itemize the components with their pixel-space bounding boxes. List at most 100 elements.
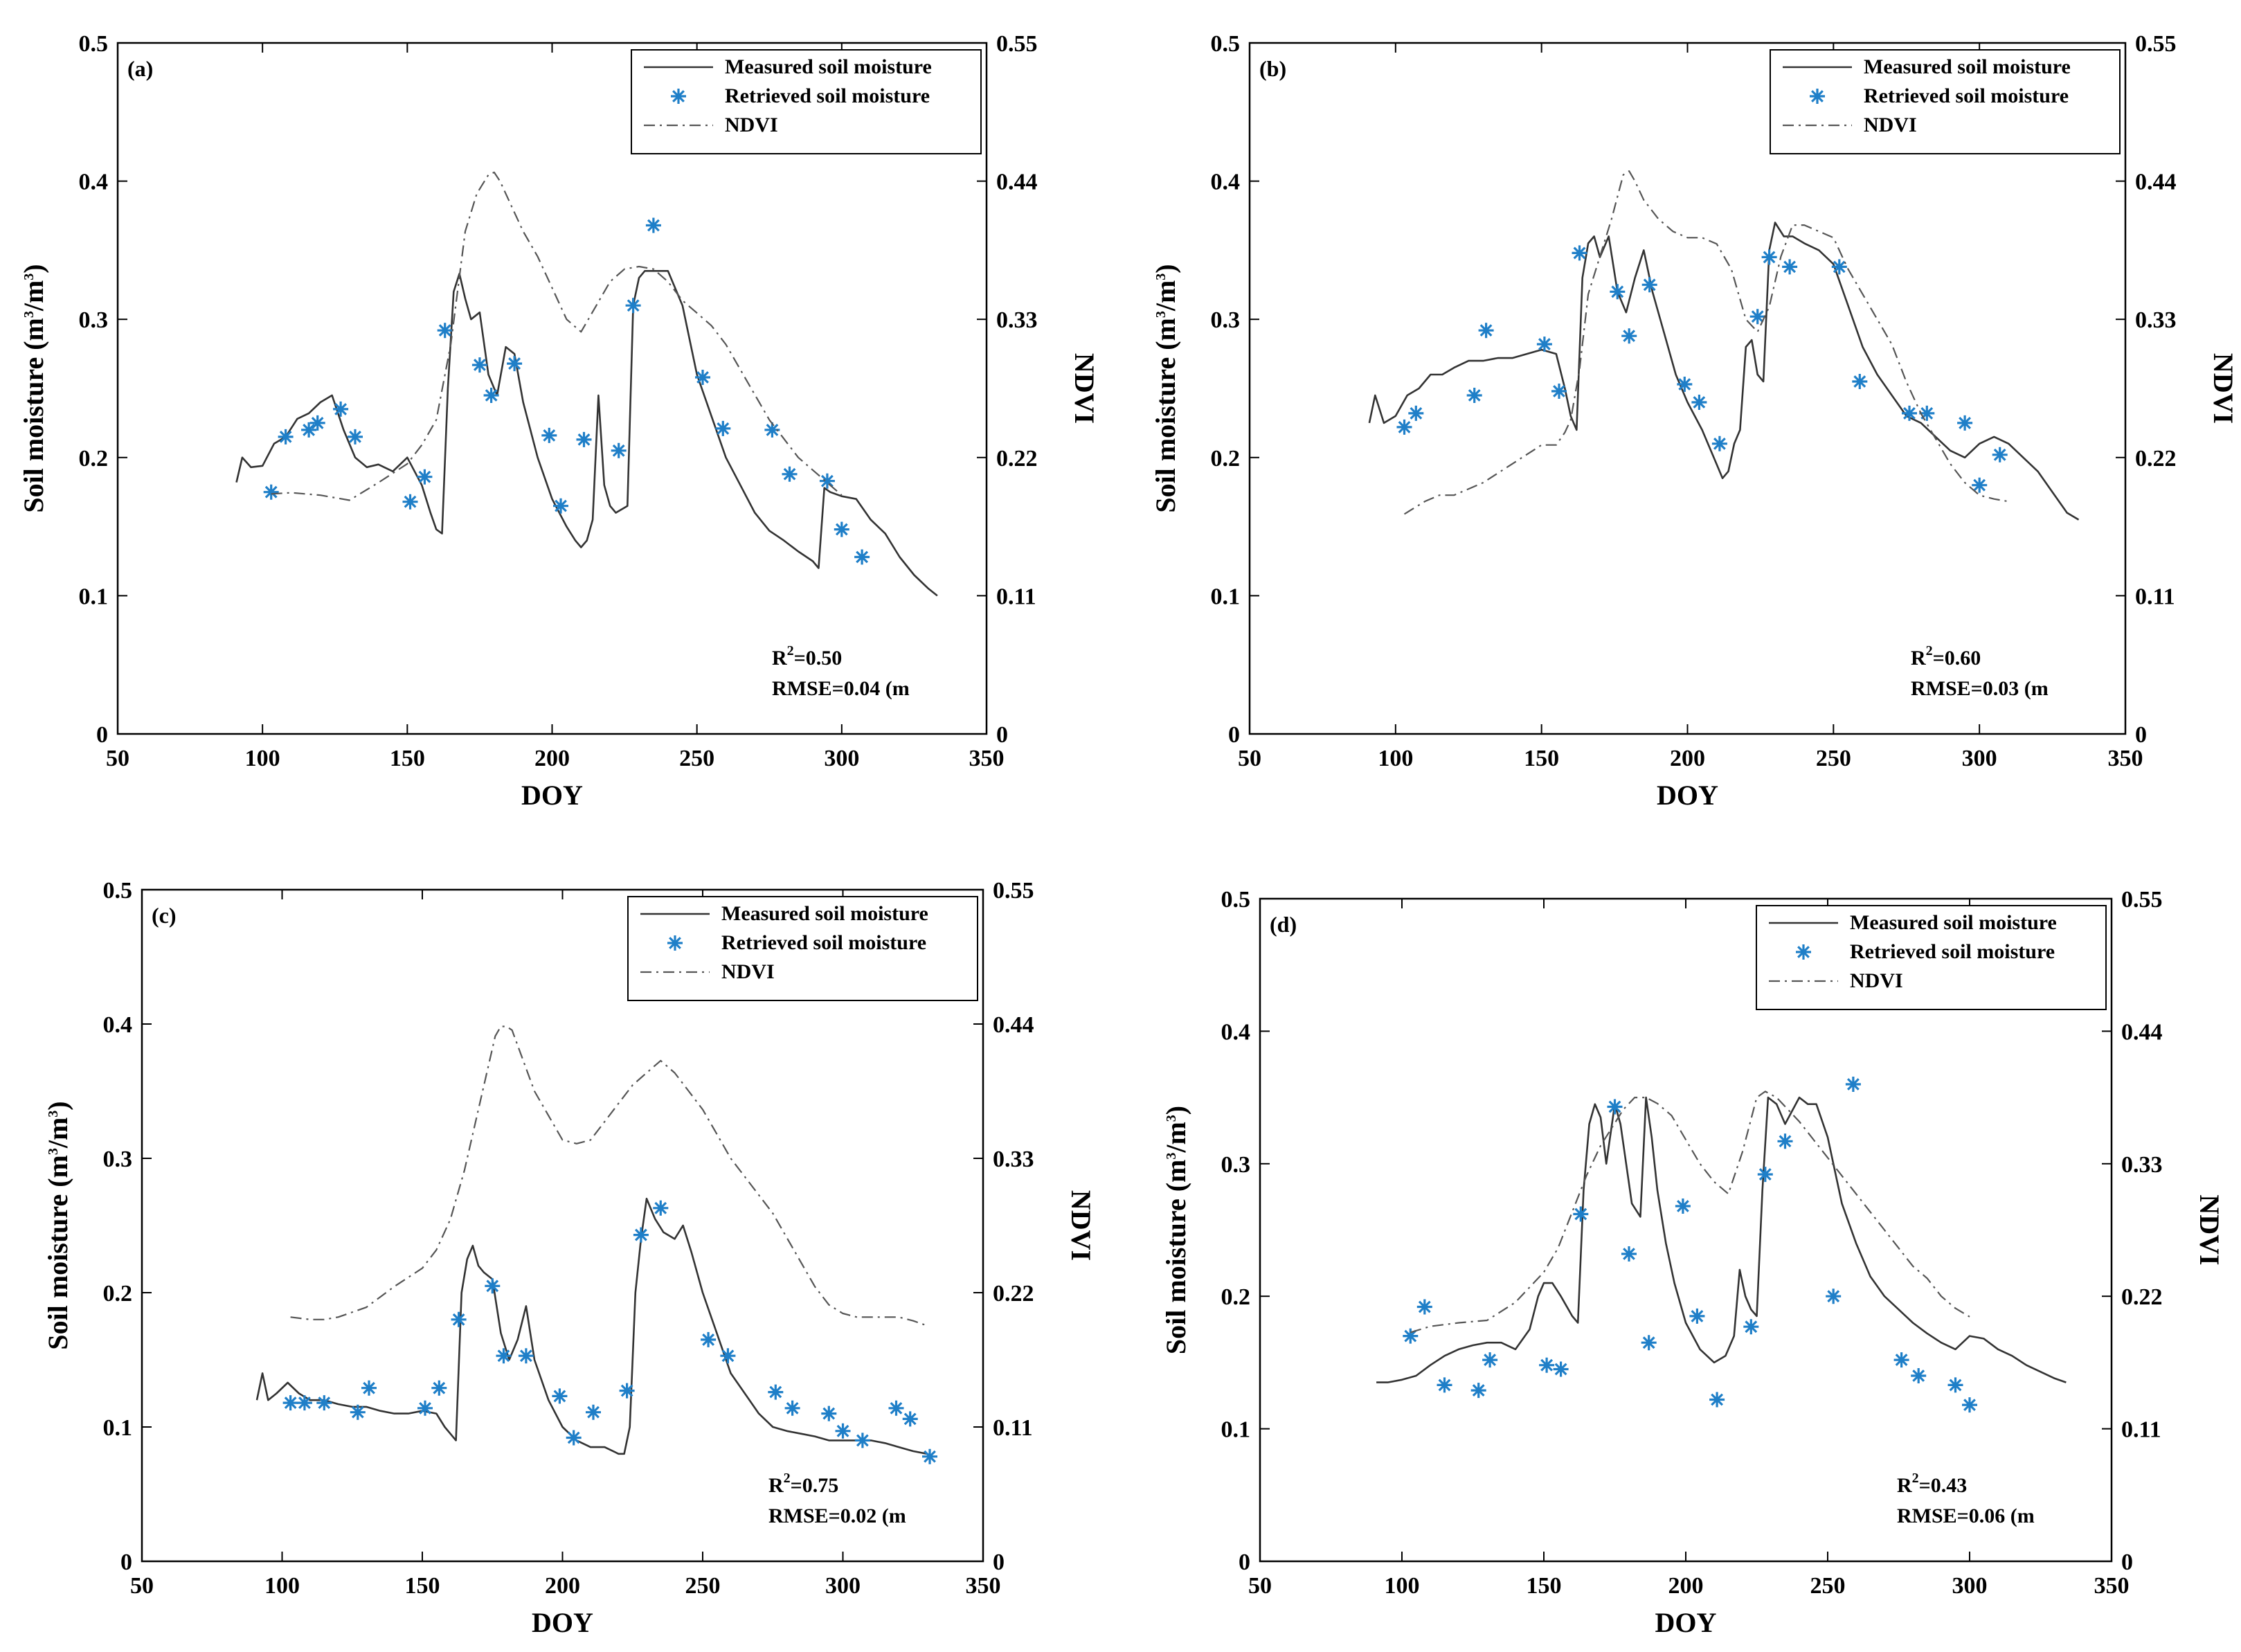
retrieved-point: [1641, 277, 1657, 293]
r2-annotation-pre: R: [1911, 647, 1926, 670]
x-tick-label: 150: [405, 1573, 440, 1599]
y-axis-label: Soil moisture (m3/m3): [1150, 264, 1181, 512]
retrieved-point: [653, 1200, 669, 1216]
y-tick-label: 0.5: [79, 31, 109, 57]
x-tick-label: 100: [264, 1573, 300, 1599]
y-axis-label-sup2: 3: [1164, 1115, 1179, 1122]
y-tick-label: 0.5: [103, 878, 133, 904]
y2-axis-label: NDVI: [1065, 1190, 1097, 1261]
ndvi-line: [271, 171, 843, 501]
retrieved-point: [1675, 1198, 1691, 1214]
legend: Measured soil moisture Retrieved soil moi…: [627, 896, 978, 1001]
panel-label: (c): [152, 903, 177, 928]
retrieved-point: [483, 388, 499, 403]
y-axis-label-end: ): [18, 264, 49, 273]
x-tick-label: 200: [545, 1573, 580, 1599]
panel-4: 50 100 150 200 250 300 35000.10.20.30.40.500.1…: [1160, 887, 2225, 1638]
y-tick-label: 0: [1239, 1550, 1250, 1575]
legend-retrieved-swatch: [667, 935, 683, 951]
retrieved-point: [485, 1278, 501, 1294]
retrieved-point: [1408, 405, 1424, 421]
x-tick-label: 250: [1816, 746, 1851, 771]
retrieved-point: [1482, 1352, 1498, 1368]
r2-annotation-sup: 2: [1926, 643, 1933, 658]
r2-annotation-post: =0.60: [1933, 647, 1981, 670]
retrieved-point: [1845, 1077, 1861, 1092]
y-tick-label: 0.3: [79, 307, 109, 333]
y2-tick-label: 0.33: [996, 307, 1038, 333]
legend-retrieved-label: Retrieved soil moisture: [721, 931, 926, 954]
retrieved-point: [348, 429, 363, 445]
retrieved-point: [1551, 384, 1567, 399]
retrieved-point: [1621, 1246, 1637, 1262]
retrieved-point: [619, 1383, 635, 1399]
y2-axis-label: NDVI: [1069, 353, 1100, 424]
legend-retrieved-label: Retrieved soil moisture: [1864, 84, 2069, 107]
r2-annotation: R2=0.60: [1911, 643, 1981, 670]
retrieved-point: [1553, 1361, 1569, 1377]
retrieved-point: [633, 1227, 649, 1243]
x-tick-label: 350: [969, 746, 1005, 771]
retrieved-point: [1470, 1383, 1486, 1399]
retrieved-point: [586, 1404, 601, 1420]
y-tick-label: 0.4: [79, 170, 109, 195]
retrieved-point: [282, 1395, 298, 1411]
rmse-annotation-pre: RMSE=0.06 (m: [1897, 1505, 2035, 1527]
retrieved-point: [431, 1380, 447, 1396]
y-tick-label: 0.5: [1211, 31, 1241, 57]
y-tick-label: 0: [120, 1550, 132, 1575]
panel-3: 50 100 150 200 250 300 35000.10.20.30.40.500.1…: [42, 878, 1097, 1638]
y2-tick-label: 0: [2135, 722, 2147, 748]
y2-tick-label: 0.55: [2135, 31, 2177, 57]
y-tick-label: 0.1: [103, 1415, 133, 1441]
retrieved-point: [263, 484, 279, 500]
rmse-annotation: RMSE=0.06 (m: [1897, 1505, 2035, 1527]
y2-tick-label: 0: [993, 1550, 1005, 1575]
retrieved-point: [1947, 1377, 1963, 1393]
x-tick-label: 50: [130, 1573, 154, 1599]
rmse-annotation: RMSE=0.04 (m: [772, 677, 910, 700]
y2-tick-label: 0.55: [2121, 887, 2163, 913]
panel-2: 50 100 150 200 250 300 35000.10.20.30.40.500.1…: [1150, 31, 2239, 811]
retrieved-point: [1478, 323, 1494, 339]
retrieved-point: [701, 1331, 717, 1347]
measured-line: [1368, 222, 2080, 521]
retrieved-point: [1711, 436, 1727, 451]
x-tick-label: 200: [534, 746, 570, 771]
r2-annotation: R2=0.50: [772, 643, 842, 670]
x-tick-label: 350: [2094, 1573, 2130, 1599]
retrieved-point: [764, 422, 780, 438]
panel-1: 50 100 150 200 250 300 35000.10.20.30.40.500.1…: [18, 31, 1100, 811]
r2-annotation-sup: 2: [787, 643, 794, 658]
retrieved-point: [835, 1423, 851, 1439]
retrieved-point: [1992, 447, 2008, 463]
retrieved-point: [695, 370, 710, 385]
retrieved-point: [1396, 419, 1412, 435]
x-tick-label: 100: [245, 746, 280, 771]
retrieved-point: [902, 1411, 918, 1427]
retrieved-point: [625, 298, 641, 314]
x-tick-label: 50: [1248, 1573, 1272, 1599]
r2-annotation-post: =0.43: [1919, 1474, 1968, 1497]
y2-tick-label: 0.11: [2135, 584, 2175, 609]
legend-measured-label: Measured soil moisture: [725, 55, 932, 78]
rmse-annotation-pre: RMSE=0.02 (m: [768, 1505, 906, 1527]
retrieved-point: [1852, 374, 1868, 389]
y-axis-label-end: ): [42, 1101, 73, 1110]
x-tick-label: 150: [1524, 746, 1559, 771]
legend-retrieved-swatch: [1796, 944, 1811, 960]
y2-tick-label: 0.11: [996, 584, 1036, 609]
y2-tick-label: 0.44: [2121, 1019, 2163, 1045]
retrieved-point: [1691, 395, 1707, 410]
retrieved-point: [552, 1388, 568, 1404]
x-tick-label: 200: [1668, 1573, 1704, 1599]
retrieved-point: [854, 1433, 870, 1448]
y-axis-label-end: ): [1160, 1106, 1191, 1115]
ndvi-line: [290, 1025, 928, 1327]
legend-retrieved-label: Retrieved soil moisture: [1850, 940, 2055, 963]
y-axis-label-main: Soil moisture (m: [18, 318, 49, 512]
retrieved-point: [1416, 1299, 1432, 1315]
legend: Measured soil moisture Retrieved soil moi…: [1770, 49, 2121, 154]
y-axis-label-sup1: 3: [46, 1148, 61, 1155]
y-axis-label-mid: /m: [42, 1117, 73, 1149]
